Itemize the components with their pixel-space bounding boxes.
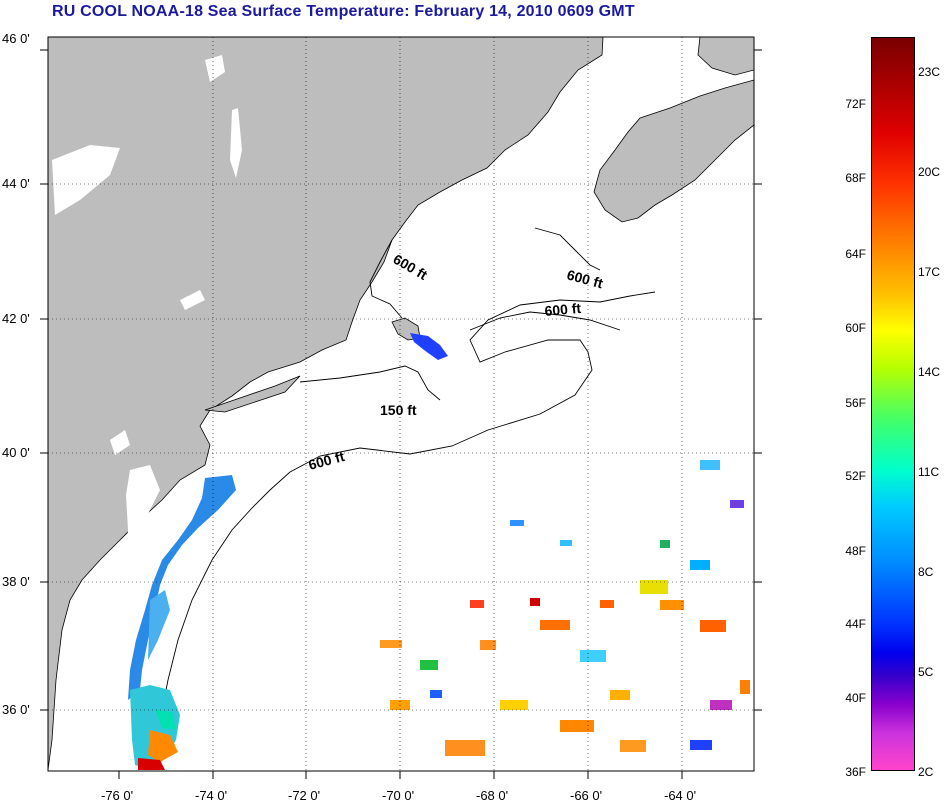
lon-label: -76 0' (101, 788, 134, 803)
contour-label: 600 ft (544, 300, 582, 319)
colorbar-c-label: 11C (918, 465, 940, 479)
colorbar-f-label: 60F (845, 321, 866, 335)
lon-label: -70 0' (382, 788, 415, 803)
lat-label: 40 0' (2, 445, 30, 460)
lon-label: -72 0' (288, 788, 321, 803)
contour-label: 150 ft (380, 402, 417, 418)
lakes (52, 55, 242, 610)
colorbar-c-label: 5C (918, 665, 934, 679)
colorbar-f-label: 44F (845, 617, 866, 631)
colorbar-f-label: 36F (845, 765, 866, 779)
sst-pixels (128, 333, 750, 770)
colorbar-c-label: 23C (918, 65, 941, 79)
bays (106, 465, 160, 720)
colorbar-c-label: 14C (918, 365, 941, 379)
graticule (48, 37, 754, 771)
lon-label: -68 0' (476, 788, 509, 803)
colorbar-c-label: 8C (918, 565, 934, 579)
colorbar-c-label: 20C (918, 165, 941, 179)
lon-label: -64 0' (664, 788, 697, 803)
map-frame (47, 36, 755, 772)
lat-label: 44 0' (2, 176, 30, 191)
lon-label: -66 0' (570, 788, 603, 803)
colorbar-f-label: 64F (845, 247, 866, 261)
lat-label: 36 0' (2, 702, 30, 717)
map-title: RU COOL NOAA-18 Sea Surface Temperature:… (52, 3, 635, 20)
colorbar-f-label: 48F (845, 544, 866, 558)
temperature-colorbar (871, 37, 915, 771)
tick-marks (40, 49, 762, 779)
colorbar-f-label: 52F (845, 469, 866, 483)
colorbar-f-label: 40F (845, 691, 866, 705)
lat-label: 42 0' (2, 311, 30, 326)
lat-label: 38 0' (2, 574, 30, 589)
colorbar-f-label: 68F (845, 171, 866, 185)
depth-contours (149, 227, 656, 771)
lon-label: -74 0' (195, 788, 228, 803)
colorbar-f-label: 72F (845, 97, 866, 111)
lat-label: 46 0' (2, 31, 30, 46)
colorbar-c-label: 17C (918, 265, 941, 279)
colorbar-f-label: 56F (845, 396, 866, 410)
colorbar-c-label: 2C (918, 765, 934, 779)
